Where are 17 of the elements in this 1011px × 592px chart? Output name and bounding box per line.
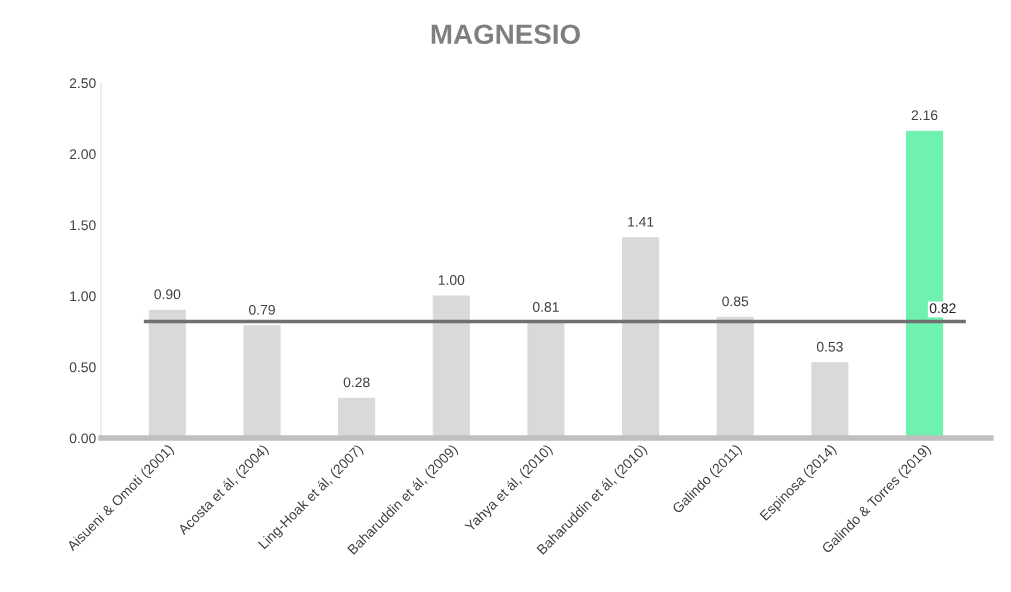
data-label: 2.16 bbox=[911, 110, 938, 121]
chart-title: MAGNESIO bbox=[431, 24, 580, 45]
y-tick-label: 0.00 bbox=[69, 433, 96, 444]
data-label: 0.53 bbox=[816, 341, 843, 352]
data-label: 0.79 bbox=[249, 304, 275, 315]
data-label: 0.28 bbox=[343, 377, 370, 388]
data-label: 0.85 bbox=[722, 296, 749, 307]
data-label: 1.00 bbox=[438, 275, 465, 285]
data-label: 1.41 bbox=[628, 216, 654, 227]
data-label: 0.90 bbox=[154, 289, 181, 300]
ref-line-label: 0.82 bbox=[929, 303, 956, 314]
y-tick-label: 1.00 bbox=[70, 291, 96, 302]
y-tick-label: 2.00 bbox=[69, 149, 96, 160]
y-tick-label: 1.50 bbox=[70, 220, 96, 231]
y-tick-label: 0.50 bbox=[69, 362, 96, 373]
y-tick-label: 2.50 bbox=[69, 78, 96, 89]
data-label: 0.81 bbox=[532, 302, 559, 312]
